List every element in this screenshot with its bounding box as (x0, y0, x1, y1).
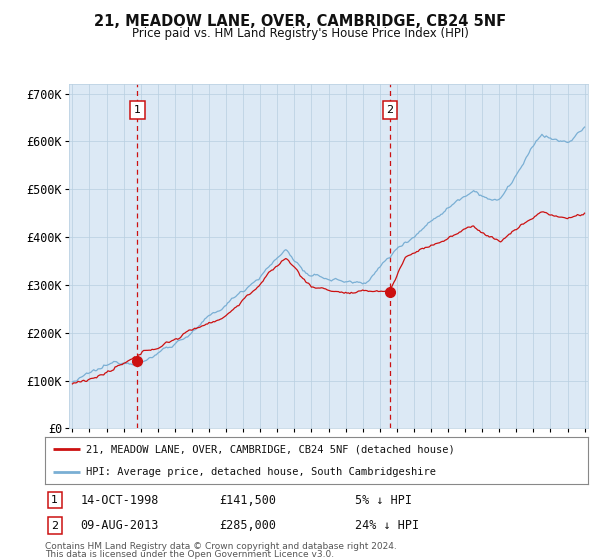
Text: 21, MEADOW LANE, OVER, CAMBRIDGE, CB24 5NF: 21, MEADOW LANE, OVER, CAMBRIDGE, CB24 5… (94, 14, 506, 29)
Text: Contains HM Land Registry data © Crown copyright and database right 2024.: Contains HM Land Registry data © Crown c… (45, 542, 397, 551)
Text: 1: 1 (51, 495, 58, 505)
Text: 14-OCT-1998: 14-OCT-1998 (80, 494, 158, 507)
Text: 2: 2 (51, 521, 58, 531)
Text: £141,500: £141,500 (219, 494, 276, 507)
Text: 24% ↓ HPI: 24% ↓ HPI (355, 519, 419, 532)
Text: £285,000: £285,000 (219, 519, 276, 532)
Text: 09-AUG-2013: 09-AUG-2013 (80, 519, 158, 532)
Text: HPI: Average price, detached house, South Cambridgeshire: HPI: Average price, detached house, Sout… (86, 467, 436, 477)
Text: 1: 1 (134, 105, 140, 115)
Text: Price paid vs. HM Land Registry's House Price Index (HPI): Price paid vs. HM Land Registry's House … (131, 27, 469, 40)
Text: 2: 2 (386, 105, 394, 115)
Text: This data is licensed under the Open Government Licence v3.0.: This data is licensed under the Open Gov… (45, 550, 334, 559)
Text: 21, MEADOW LANE, OVER, CAMBRIDGE, CB24 5NF (detached house): 21, MEADOW LANE, OVER, CAMBRIDGE, CB24 5… (86, 444, 454, 454)
Text: 5% ↓ HPI: 5% ↓ HPI (355, 494, 412, 507)
